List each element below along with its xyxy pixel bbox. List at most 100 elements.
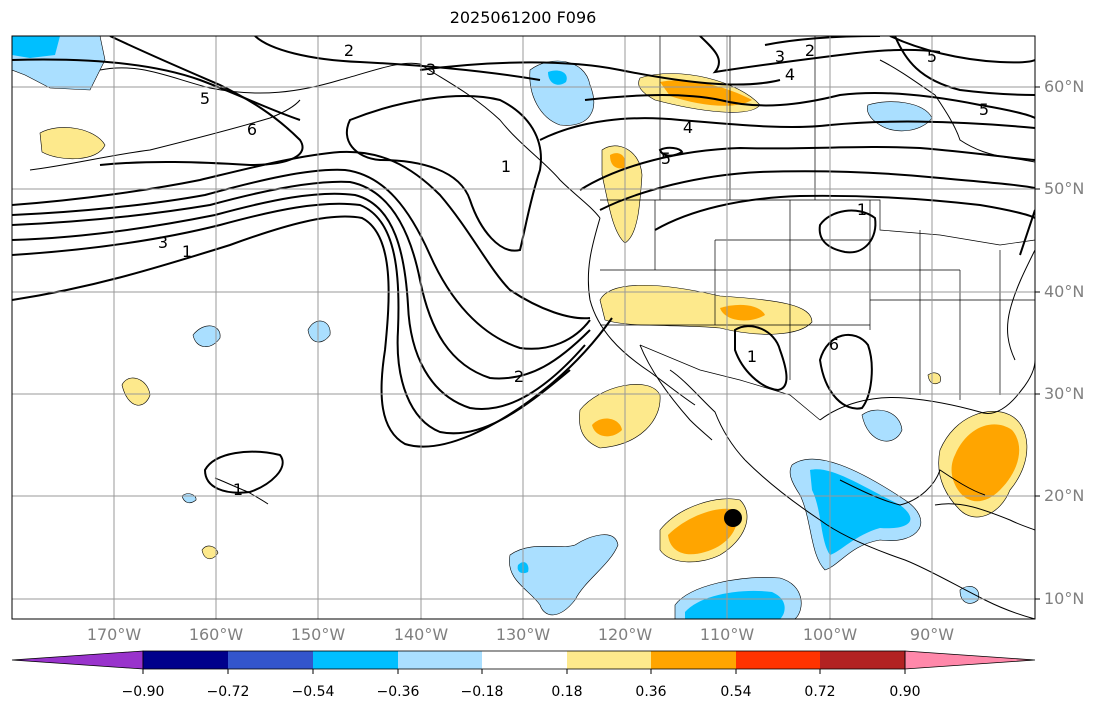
shade-pos-small-mex xyxy=(201,545,219,559)
coast-cuba xyxy=(934,503,1035,531)
map-ticks xyxy=(1035,86,1040,600)
shade-pos-pacific-a xyxy=(121,377,151,406)
shade-neg-yukon xyxy=(529,60,595,126)
shade-pos-bc-core xyxy=(610,153,626,169)
contour-low-plains xyxy=(818,209,877,254)
colorbar-tick-label: 0.54 xyxy=(720,684,752,700)
state-borders xyxy=(600,36,1035,421)
lon-label: 170°W xyxy=(86,625,142,644)
border-us-mexico xyxy=(639,344,821,421)
coast-mexico-pacific xyxy=(744,459,1035,619)
coast-yucatan xyxy=(839,469,986,506)
colorbar-extend-high xyxy=(904,650,1036,670)
contour-ridge-6 xyxy=(12,215,613,448)
lon-label: 150°W xyxy=(290,625,346,644)
contour-alaska-low xyxy=(345,95,542,252)
shade-pos-caribbean-core xyxy=(951,424,1020,502)
shade-neg-gulf-small xyxy=(861,409,903,442)
contours xyxy=(12,36,1035,494)
shade-neg-yukon-core xyxy=(548,70,567,85)
coast-aleutians xyxy=(29,99,301,171)
contour-label: 2 xyxy=(344,41,354,60)
contour-ridge-2 xyxy=(12,168,591,350)
colorbar-segment xyxy=(228,651,313,669)
contour-label: 5 xyxy=(200,89,210,108)
contour-low-southwest xyxy=(734,325,788,392)
colorbar-tick-label: 0.36 xyxy=(635,684,667,700)
shade-pos-aleutian xyxy=(39,127,106,160)
map-title: 2025061200 F096 xyxy=(449,8,597,27)
colorbar-segment xyxy=(313,651,398,669)
shade-neg-tropics-east-core xyxy=(685,590,785,619)
colorbar-segment xyxy=(651,651,736,669)
colorbar-segment xyxy=(567,651,651,669)
shade-neg-hudson xyxy=(867,101,933,132)
contour-hawaii xyxy=(203,450,284,494)
contour-label: 1 xyxy=(857,200,867,219)
coast-west-na xyxy=(587,217,696,406)
contour-ne-canada xyxy=(894,36,1035,96)
shade-pos-west-us xyxy=(599,284,813,335)
colorbar-tick-label: 0.72 xyxy=(804,684,836,700)
contour-label: 2 xyxy=(514,367,524,386)
contour-label: 1 xyxy=(182,242,192,261)
colorbar-tick-label: −0.54 xyxy=(291,684,335,700)
contour-north-3 xyxy=(254,36,541,81)
contour-label: 5 xyxy=(661,149,671,168)
lat-label: 60°N xyxy=(1044,77,1085,96)
shade-neg-mexico-core xyxy=(810,469,911,555)
map-frame xyxy=(11,35,1036,620)
contour-ridge-5 xyxy=(12,202,571,435)
lat-label: 20°N xyxy=(1044,486,1085,505)
border-us-canada xyxy=(600,199,1035,246)
contour-label: 3 xyxy=(158,233,168,252)
lon-label: 90°W xyxy=(909,625,955,644)
coast-baja xyxy=(639,344,713,441)
contour-label: 2 xyxy=(805,41,815,60)
contour-label: 1 xyxy=(233,480,243,499)
shade-neg-pacific-b xyxy=(307,320,331,343)
colorbar-segment xyxy=(482,651,567,669)
colorbar-tick-label: 0.90 xyxy=(889,684,921,700)
shade-neg-pacific-a xyxy=(192,325,221,347)
contour-east-1 xyxy=(1019,209,1035,256)
shade-pos-gulf-small xyxy=(927,372,941,385)
colorbar-tick-label: −0.72 xyxy=(206,684,250,700)
contour-label: 5 xyxy=(927,47,937,66)
colorbar-tick-label: 0.18 xyxy=(551,684,583,700)
shade-pos-bc xyxy=(601,145,643,244)
lon-label: 140°W xyxy=(393,625,449,644)
graticule xyxy=(12,36,1035,619)
contour-low-5 xyxy=(658,146,684,157)
colorbar-frame xyxy=(142,650,906,670)
lat-label: 40°N xyxy=(1044,282,1085,301)
contour-label: 1 xyxy=(501,157,511,176)
colorbar-segment xyxy=(820,651,905,669)
contour-north-9 xyxy=(654,194,1035,231)
coast-east-us xyxy=(1007,249,1035,361)
border-east-states xyxy=(870,230,1035,400)
contour-label: 6 xyxy=(829,335,839,354)
shade-pos-baja-core xyxy=(592,418,622,437)
coast-alaska xyxy=(99,62,601,219)
lon-label: 110°W xyxy=(699,625,755,644)
coast-gulf-california xyxy=(669,369,746,461)
contour-canada-top xyxy=(699,36,941,74)
storm-marker-dot xyxy=(724,509,742,527)
lat-label: 50°N xyxy=(1044,179,1085,198)
lon-label: 130°W xyxy=(495,625,551,644)
colorbar-segment xyxy=(736,651,820,669)
contour-ridge-1 xyxy=(12,150,591,320)
contour-ridge-4 xyxy=(12,192,586,410)
colorbar xyxy=(11,650,1036,674)
contour-north-2 xyxy=(99,36,304,167)
contour-north-4 xyxy=(419,61,781,86)
contour-low-texas xyxy=(818,334,873,410)
contour-label-group: 2 3 3 2 4 5 6 5 4 5 3 1 2 1 1 1 1 5 6 xyxy=(158,41,989,499)
lat-label: 30°N xyxy=(1044,384,1085,403)
shade-neg-northwest-core xyxy=(12,36,60,58)
contour-label: 3 xyxy=(775,47,785,66)
colorbar-extend-low xyxy=(11,650,144,670)
contour-label: 6 xyxy=(247,120,257,139)
